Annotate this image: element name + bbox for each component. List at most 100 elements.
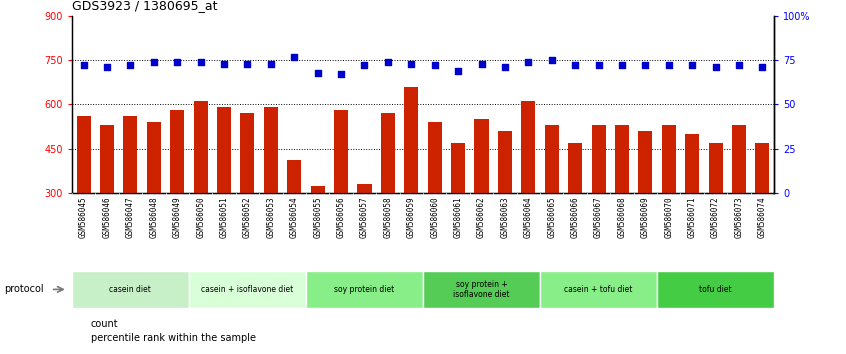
Point: [381, 59, 394, 65]
Bar: [639, 131, 652, 193]
Bar: [310, 185, 325, 193]
Point: [545, 57, 558, 63]
Point: [334, 72, 348, 77]
Text: GSM586053: GSM586053: [266, 197, 275, 239]
Text: GSM586068: GSM586068: [618, 197, 626, 239]
Text: GSM586067: GSM586067: [594, 197, 603, 239]
Text: casein diet: casein diet: [109, 285, 151, 294]
Point: [709, 64, 722, 70]
Text: GSM586048: GSM586048: [150, 197, 158, 239]
Bar: [709, 143, 722, 193]
Bar: [194, 102, 207, 193]
Bar: [381, 113, 395, 193]
Bar: [404, 87, 418, 193]
Text: GSM586058: GSM586058: [383, 197, 393, 239]
Text: GSM586047: GSM586047: [126, 197, 135, 239]
Point: [521, 59, 536, 65]
Point: [615, 63, 629, 68]
Point: [452, 68, 465, 74]
Bar: [591, 125, 606, 193]
Point: [428, 63, 442, 68]
Bar: [124, 116, 137, 193]
Text: GSM586051: GSM586051: [220, 197, 228, 239]
Point: [662, 63, 675, 68]
Bar: [521, 102, 536, 193]
Bar: [100, 125, 114, 193]
Bar: [428, 122, 442, 193]
Text: GSM586074: GSM586074: [758, 197, 766, 239]
Point: [404, 61, 418, 67]
Bar: [147, 122, 161, 193]
Point: [100, 64, 113, 70]
Text: tofu diet: tofu diet: [700, 285, 732, 294]
Bar: [540, 271, 657, 308]
Text: casein + isoflavone diet: casein + isoflavone diet: [201, 285, 294, 294]
Bar: [72, 271, 189, 308]
Text: GSM586045: GSM586045: [80, 197, 88, 239]
Point: [358, 63, 371, 68]
Text: protocol: protocol: [4, 284, 44, 295]
Text: GSM586072: GSM586072: [711, 197, 720, 239]
Text: count: count: [91, 319, 118, 329]
Text: GSM586059: GSM586059: [407, 197, 415, 239]
Text: GSM586057: GSM586057: [360, 197, 369, 239]
Text: GSM586056: GSM586056: [337, 197, 345, 239]
Text: GSM586049: GSM586049: [173, 197, 182, 239]
Point: [147, 59, 161, 65]
Bar: [732, 125, 746, 193]
Text: GSM586054: GSM586054: [290, 197, 299, 239]
Bar: [189, 271, 306, 308]
Text: GSM586069: GSM586069: [641, 197, 650, 239]
Point: [475, 61, 488, 67]
Bar: [685, 134, 699, 193]
Text: GSM586071: GSM586071: [688, 197, 696, 239]
Point: [77, 63, 91, 68]
Text: percentile rank within the sample: percentile rank within the sample: [91, 333, 255, 343]
Text: GSM586055: GSM586055: [313, 197, 322, 239]
Bar: [170, 110, 184, 193]
Text: GSM586046: GSM586046: [102, 197, 112, 239]
Bar: [755, 143, 769, 193]
Bar: [423, 271, 540, 308]
Text: GSM586052: GSM586052: [243, 197, 252, 239]
Text: GSM586050: GSM586050: [196, 197, 205, 239]
Point: [591, 63, 605, 68]
Bar: [545, 125, 558, 193]
Bar: [288, 160, 301, 193]
Bar: [334, 110, 348, 193]
Point: [194, 59, 207, 65]
Text: GSM586064: GSM586064: [524, 197, 533, 239]
Bar: [662, 125, 676, 193]
Text: GSM586063: GSM586063: [501, 197, 509, 239]
Point: [217, 61, 231, 67]
Bar: [264, 107, 277, 193]
Point: [170, 59, 184, 65]
Text: GSM586070: GSM586070: [664, 197, 673, 239]
Point: [124, 63, 137, 68]
Text: GSM586065: GSM586065: [547, 197, 556, 239]
Point: [264, 61, 277, 67]
Bar: [451, 143, 465, 193]
Text: soy protein diet: soy protein diet: [334, 285, 394, 294]
Bar: [657, 271, 774, 308]
Bar: [240, 113, 255, 193]
Bar: [569, 143, 582, 193]
Point: [685, 63, 699, 68]
Bar: [498, 131, 512, 193]
Text: casein + tofu diet: casein + tofu diet: [564, 285, 633, 294]
Bar: [615, 125, 629, 193]
Bar: [306, 271, 423, 308]
Text: GDS3923 / 1380695_at: GDS3923 / 1380695_at: [72, 0, 217, 12]
Text: GSM586061: GSM586061: [453, 197, 463, 239]
Text: GSM586062: GSM586062: [477, 197, 486, 239]
Bar: [358, 184, 371, 193]
Bar: [77, 116, 91, 193]
Point: [240, 61, 254, 67]
Point: [569, 63, 582, 68]
Text: GSM586066: GSM586066: [571, 197, 580, 239]
Bar: [475, 119, 488, 193]
Text: GSM586073: GSM586073: [734, 197, 744, 239]
Text: GSM586060: GSM586060: [431, 197, 439, 239]
Bar: [217, 107, 231, 193]
Point: [733, 63, 746, 68]
